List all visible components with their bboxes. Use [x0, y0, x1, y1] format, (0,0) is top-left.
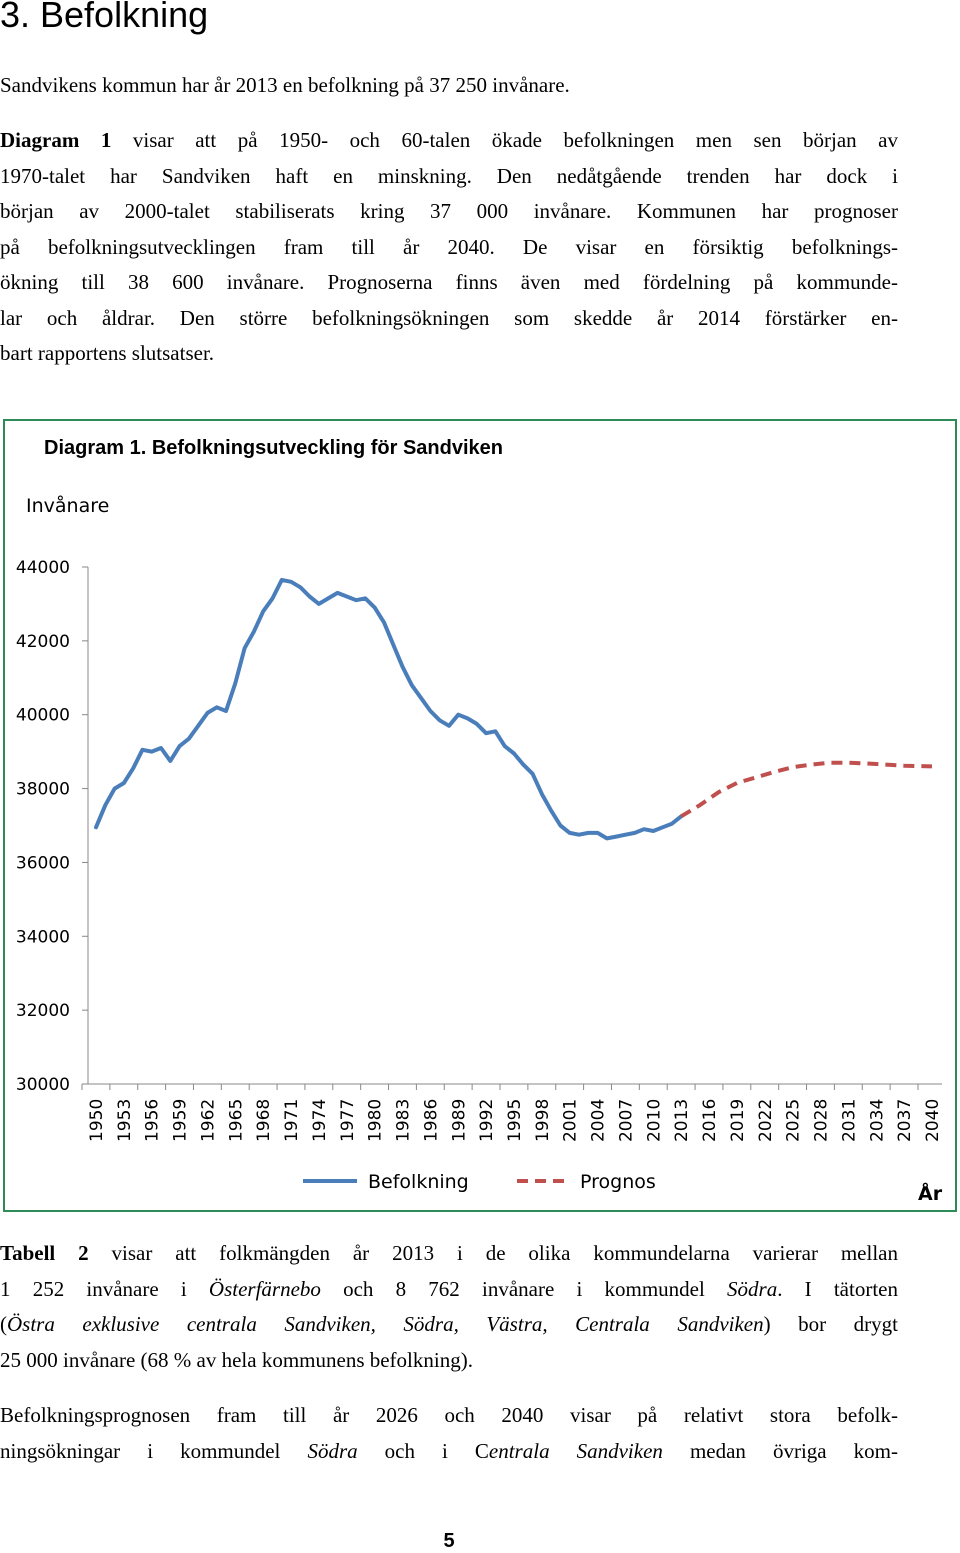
text-segment: ) bor drygt [763, 1312, 898, 1336]
text-segment: 25 000 invånare (68 % av hela kommunens … [0, 1347, 473, 1372]
italic-text: Österfärnebo [208, 1276, 321, 1301]
paragraph-line: 25 000 invånare (68 % av hela kommunens … [0, 1343, 898, 1379]
section-heading: 3. Befolkning [0, 0, 209, 35]
paragraph-line: 1970-talet har Sandviken haft en minskni… [0, 163, 898, 188]
diagram-description-paragraph: Diagram 1 visar att på 1950- och 60-tale… [0, 123, 898, 372]
text-segment: medan övriga kom- [662, 1438, 898, 1463]
paragraph-line: Diagram 1 visar att på 1950- och 60-tale… [0, 128, 898, 152]
paragraph-line: på befolkningsutvecklingen fram till år … [0, 234, 898, 259]
text-segment: visar att folkmängden år 2013 i de olika… [88, 1241, 898, 1265]
paragraph-line: Tabell 2 visar att folkmängden år 2013 i… [0, 1236, 898, 1272]
text-segment: 1 252 invånare i [0, 1276, 209, 1301]
italic-text: Östra exklusive centrala Sandviken, Södr… [7, 1312, 764, 1336]
italic-text: entrala Sandviken [488, 1438, 663, 1463]
paragraph-line: ningsökningar i kommundel Södra och i Ce… [0, 1434, 898, 1470]
text-segment: och 8 762 invånare i kommundel [320, 1276, 728, 1301]
x-axis-label: År [918, 1183, 943, 1205]
forecast-paragraph: Befolkningsprognosen fram till år 2026 o… [0, 1398, 898, 1469]
paragraph-line: lar och åldrar. Den större befolkningsök… [0, 305, 898, 330]
y-axis-label: Invånare [26, 495, 110, 517]
chart-title: Diagram 1. Befolkningsutveckling för San… [44, 437, 504, 459]
text-segment: . I tätorten [777, 1276, 898, 1301]
intro-paragraph: Sandvikens kommun har år 2013 en befolkn… [0, 73, 570, 97]
italic-text: Södra [727, 1276, 778, 1301]
paragraph-line: bart rapportens slutsatser. [0, 341, 215, 365]
text-segment: ningsökningar i kommundel [0, 1438, 308, 1463]
bold-text: Tabell 2 [0, 1241, 89, 1265]
page-number: 5 [443, 1530, 455, 1552]
paragraph-line: början av 2000-talet stabiliserats kring… [0, 199, 898, 223]
diagram-reference: Diagram 1 [0, 128, 112, 152]
paragraph-line: 1 252 invånare i Österfärnebo och 8 762 … [0, 1272, 898, 1308]
paragraph-line: ökning till 38 600 invånare. Prognoserna… [0, 270, 898, 294]
paragraph-line: Befolkningsprognosen fram till år 2026 o… [0, 1398, 898, 1434]
text-segment: och i C [357, 1438, 489, 1463]
table-description-paragraph: Tabell 2 visar att folkmängden år 2013 i… [0, 1236, 898, 1378]
text-segment: ( [0, 1312, 7, 1336]
italic-text: Södra [307, 1438, 358, 1463]
chart-frame [3, 419, 957, 1212]
paragraph-line: (Östra exklusive centrala Sandviken, Söd… [0, 1307, 898, 1343]
text-segment: Befolkningsprognosen fram till år 2026 o… [0, 1403, 898, 1427]
